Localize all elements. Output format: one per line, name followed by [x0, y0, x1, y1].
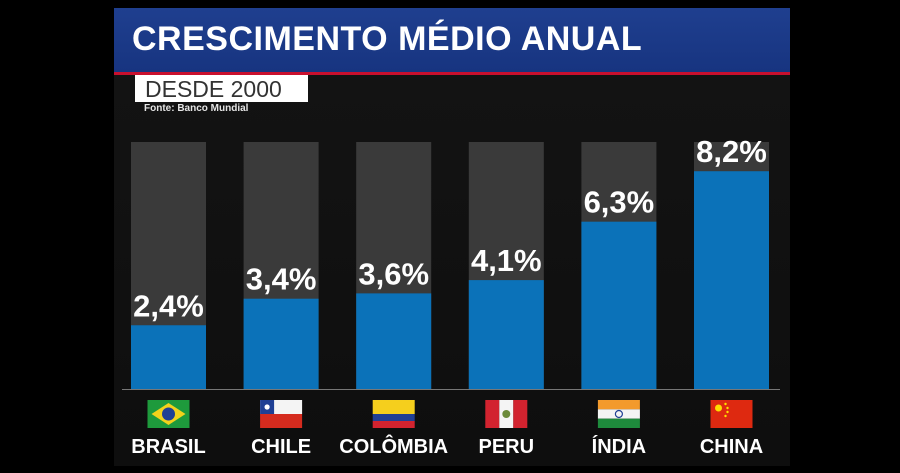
bar-group: 6,3% ÍNDIA	[581, 142, 657, 458]
bar-group: 3,6% COLÔMBIA	[339, 142, 448, 458]
flag-emblem	[502, 410, 511, 418]
bar	[131, 325, 206, 389]
flag-field	[710, 400, 753, 428]
subtitle-box: DESDE 2000	[135, 75, 308, 102]
flag-yellow	[372, 400, 415, 414]
flag-chakra	[614, 409, 624, 419]
flag-small-star	[724, 414, 727, 418]
flag-red	[372, 421, 415, 428]
bar	[356, 293, 432, 389]
source-note: Fonte: Banco Mundial	[144, 103, 249, 114]
chart-title: CRESCIMENTO MÉDIO ANUAL	[132, 20, 643, 58]
peru-flag-icon	[485, 400, 528, 428]
flag-big-star	[715, 404, 722, 412]
category-label: ÍNDIA	[592, 435, 646, 458]
flag-red	[260, 414, 303, 428]
bar-group: 4,1% PERU	[468, 142, 544, 458]
flag-saffron	[597, 400, 640, 410]
bar	[581, 221, 657, 389]
flag-small-star	[726, 406, 729, 410]
data-label: 8,2%	[696, 134, 767, 169]
brazil-flag-icon	[147, 400, 190, 428]
data-label: 6,3%	[584, 185, 655, 220]
flag-green	[597, 418, 640, 428]
data-label: 2,4%	[133, 288, 204, 323]
category-label: COLÔMBIA	[339, 434, 448, 458]
bar-group: 3,4% CHILE	[243, 142, 319, 458]
chart-subtitle: DESDE 2000	[145, 76, 282, 102]
bar	[468, 280, 544, 389]
chile-flag-icon	[260, 400, 303, 428]
category-label: CHINA	[700, 436, 763, 458]
category-label: CHILE	[251, 436, 311, 458]
flag-white	[597, 409, 640, 419]
data-label: 3,4%	[246, 262, 317, 297]
bar-group: 2,4% BRASIL	[131, 142, 206, 458]
flag-small-star	[726, 410, 729, 414]
category-label: PERU	[479, 436, 535, 458]
colombia-flag-icon	[372, 400, 415, 428]
flag-red-left	[485, 400, 500, 428]
flag-blue	[372, 414, 415, 421]
flag-globe	[162, 407, 175, 421]
china-flag-icon	[710, 400, 753, 428]
bar	[694, 171, 769, 389]
india-flag-icon	[597, 400, 640, 428]
category-label: BRASIL	[131, 436, 205, 458]
bar-group: 8,2% CHINA	[694, 134, 769, 458]
data-label: 4,1%	[471, 243, 542, 278]
flag-star	[264, 404, 270, 410]
data-label: 3,6%	[358, 256, 429, 291]
bar	[243, 298, 319, 389]
title-bar: CRESCIMENTO MÉDIO ANUAL	[114, 8, 790, 75]
flag-red-right	[513, 400, 528, 428]
flag-small-star	[724, 402, 727, 406]
